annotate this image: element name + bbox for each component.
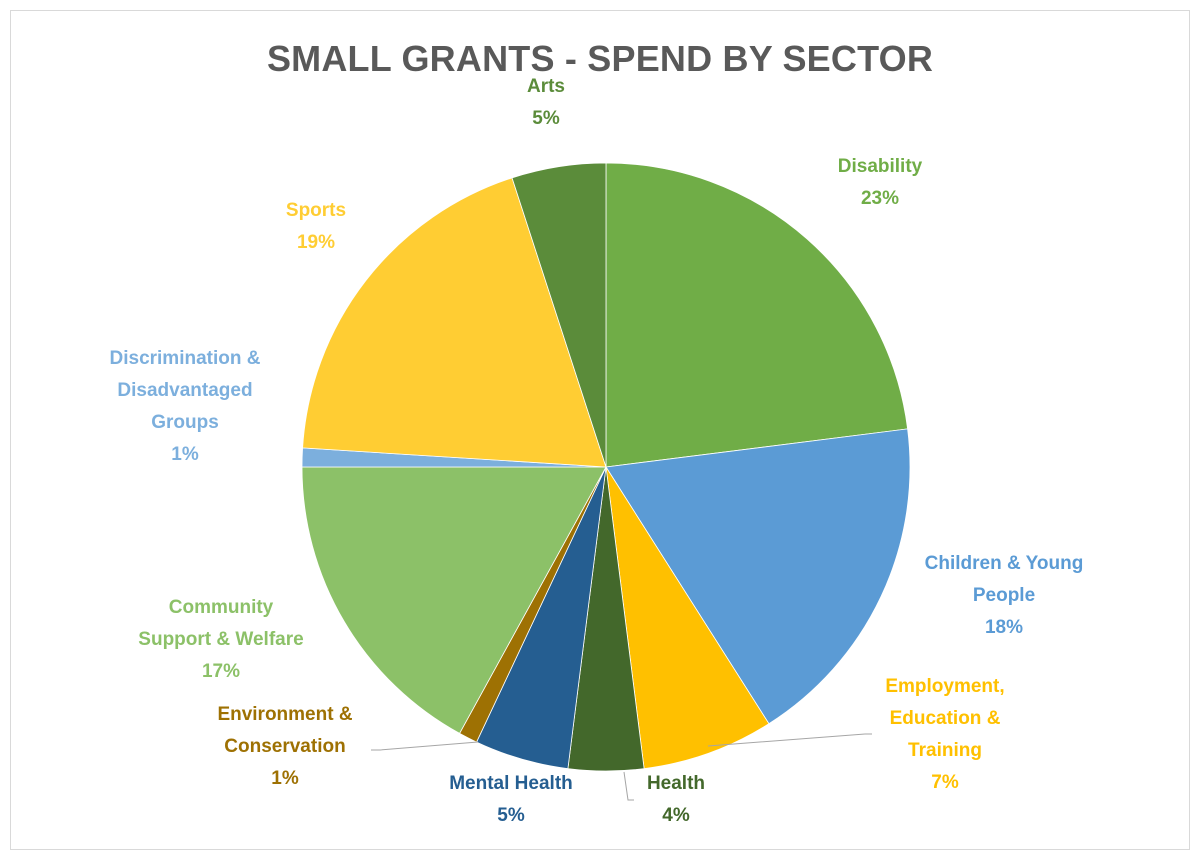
data-label-category: Training xyxy=(908,740,982,761)
data-label-category: Groups xyxy=(151,412,219,433)
data-label-category: Sports xyxy=(286,200,346,221)
data-label-category: Children & Young xyxy=(925,553,1084,574)
data-label: Discrimination & Disadvantaged Groups 1% xyxy=(110,348,261,465)
data-label-category: People xyxy=(973,585,1035,606)
data-label-category: Arts xyxy=(527,76,565,97)
data-label-percent: 19% xyxy=(297,232,335,253)
data-label-category: Employment, xyxy=(885,676,1004,697)
data-label: Environment & Conservation 1% xyxy=(217,704,352,789)
data-label-category: Conservation xyxy=(224,736,345,757)
data-label-category: Mental Health xyxy=(449,773,573,794)
data-label-percent: 5% xyxy=(532,108,560,129)
data-label: Mental Health 5% xyxy=(449,773,573,826)
pie-slice-community-support-welfare xyxy=(301,466,607,734)
data-label-category: Education & xyxy=(890,708,1001,729)
data-label-percent: 18% xyxy=(985,617,1023,638)
data-label: Arts 5% xyxy=(527,76,565,129)
data-label-category: Community xyxy=(169,597,274,618)
data-label: Employment, Education & Training 7% xyxy=(885,676,1004,793)
data-label-category: Disability xyxy=(838,156,923,177)
pie-slice-disability xyxy=(605,162,909,468)
pie-slice-employment-education-training xyxy=(605,466,770,770)
data-label-category: Discrimination & xyxy=(110,348,261,369)
leader-line xyxy=(371,741,479,751)
pie-slice-arts xyxy=(511,162,607,468)
pie-slice-sports xyxy=(302,177,607,468)
data-label-percent: 7% xyxy=(931,772,959,793)
data-label-percent: 4% xyxy=(662,805,690,826)
leader-line xyxy=(623,771,634,801)
data-label: Health 4% xyxy=(647,773,705,826)
data-label-percent: 1% xyxy=(171,444,199,465)
data-label: Children & Young People 18% xyxy=(925,553,1084,638)
data-label-percent: 23% xyxy=(861,188,899,209)
data-label-percent: 5% xyxy=(497,805,525,826)
data-label: Disability 23% xyxy=(838,156,923,209)
data-label-category: Environment & xyxy=(217,704,352,725)
leader-line xyxy=(707,733,872,747)
data-label-percent: 17% xyxy=(202,661,240,682)
data-label-category: Health xyxy=(647,773,705,794)
data-label-category: Support & Welfare xyxy=(138,629,303,650)
pie-slice-children-young-people xyxy=(605,428,911,725)
chart-title: SMALL GRANTS - SPEND BY SECTOR xyxy=(266,38,934,79)
data-label-category: Disadvantaged xyxy=(117,380,252,401)
data-label-percent: 1% xyxy=(271,768,299,789)
data-label: Sports 19% xyxy=(286,200,346,253)
data-label: Community Support & Welfare 17% xyxy=(138,597,303,682)
